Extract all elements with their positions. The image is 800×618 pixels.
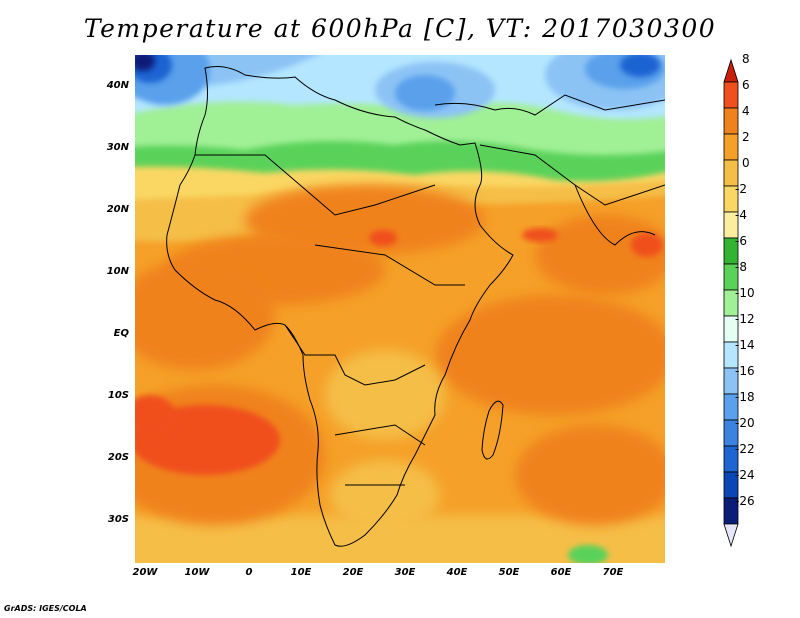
- colorbar-label: 4: [742, 104, 750, 118]
- colorbar-label: -2: [735, 182, 747, 196]
- colorbar-label: -12: [735, 312, 755, 326]
- lat-tick-label: 20N: [106, 204, 129, 215]
- lon-tick-label: 60E: [550, 567, 572, 578]
- colorbar-label: -22: [735, 442, 755, 456]
- lon-tick-label: 0: [245, 567, 253, 578]
- lon-tick-label: 50E: [498, 567, 520, 578]
- lon-tick-label: 40E: [446, 567, 468, 578]
- lon-tick-label: 20E: [342, 567, 364, 578]
- lon-tick-label: 70E: [602, 567, 624, 578]
- colorbar-segment: [723, 58, 739, 83]
- lon-tick-label: 10E: [290, 567, 312, 578]
- lat-tick-label: 30S: [107, 514, 129, 525]
- colorbar-label: 2: [742, 130, 750, 144]
- lon-tick-label: 10W: [184, 567, 210, 578]
- colorbar-label: -4: [735, 208, 747, 222]
- map-panel: 40N 30N 20N 10N EQ 10S 20S 30S 20W 10W 0…: [107, 55, 665, 578]
- colorbar: 8 6 4 2 0 -2 -4 -6 -8 -10 -12 -14 -16 -1…: [722, 52, 755, 564]
- lat-tick-label: EQ: [113, 328, 129, 339]
- lon-tick-label: 30E: [394, 567, 416, 578]
- coastlines: [166, 66, 665, 547]
- lat-tick-label: 40N: [106, 80, 129, 91]
- page-title: Temperature at 600hPa [C], VT: 201703030…: [83, 14, 717, 43]
- temperature-map: [135, 55, 665, 563]
- lat-tick-label: 30N: [106, 142, 129, 153]
- colorbar-label: 6: [742, 78, 750, 92]
- colorbar-label: 8: [742, 52, 750, 66]
- colorbar-label: -20: [735, 416, 755, 430]
- lat-tick-label: 20S: [107, 452, 129, 463]
- colorbar-label: -18: [735, 390, 755, 404]
- colorbar-label: -6: [735, 234, 747, 248]
- lat-tick-label: 10S: [107, 390, 129, 401]
- colorbar-label: -10: [735, 286, 755, 300]
- colorbar-scale: [723, 58, 739, 548]
- lon-tick-label: 20W: [132, 567, 158, 578]
- colorbar-label: 0: [742, 156, 750, 170]
- colorbar-segment: [723, 523, 739, 548]
- credit-text: GrADS: IGES/COLA: [4, 604, 87, 613]
- colorbar-label: -24: [735, 468, 755, 482]
- temperature-field: [135, 55, 665, 563]
- colorbar-label: -14: [735, 338, 755, 352]
- colorbar-segment: [723, 133, 739, 161]
- colorbar-segment: [723, 107, 739, 135]
- colorbar-label: -16: [735, 364, 755, 378]
- colorbar-label: -26: [735, 494, 755, 508]
- colorbar-segment: [723, 81, 739, 109]
- colorbar-label: -8: [735, 260, 747, 274]
- lat-tick-label: 10N: [106, 266, 129, 277]
